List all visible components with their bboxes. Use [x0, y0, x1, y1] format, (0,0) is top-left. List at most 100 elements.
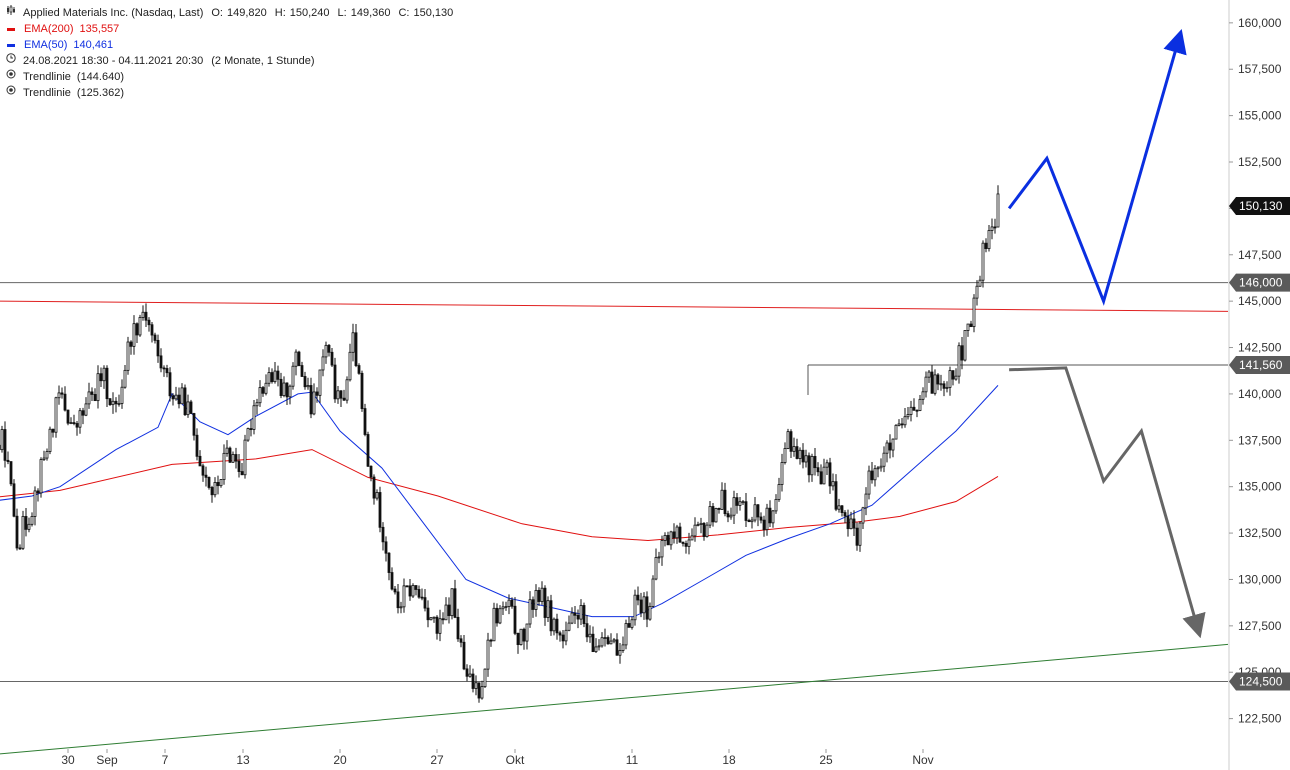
candle: [972, 294, 976, 333]
price-level-tag[interactable]: 141,560: [1229, 355, 1290, 374]
candle: [492, 602, 496, 642]
candle: [639, 592, 643, 618]
candle: [723, 482, 727, 517]
candle: [843, 510, 847, 524]
candle-body: [93, 394, 97, 402]
candle: [459, 635, 463, 648]
price-level-tag[interactable]: 146,000: [1229, 273, 1290, 292]
candle: [891, 438, 895, 458]
candle: [303, 371, 307, 390]
candle-body: [366, 434, 370, 467]
candle-body: [360, 372, 364, 409]
chart-type-icon[interactable]: [6, 5, 16, 21]
candle: [495, 603, 499, 627]
candle: [315, 387, 319, 403]
x-tick-label: Nov: [912, 753, 933, 767]
candle-body: [705, 524, 709, 537]
candle: [60, 387, 64, 399]
candle: [24, 507, 28, 537]
candle-body: [717, 508, 721, 510]
candle: [720, 482, 724, 510]
candle-body: [888, 442, 892, 451]
candle-body: [759, 516, 763, 521]
price-axis[interactable]: 122,500125,000127,500130,000132,500135,0…: [1229, 16, 1290, 726]
candle: [462, 635, 466, 671]
legend-trendline-2[interactable]: Trendlinie (125.362): [6, 85, 453, 101]
legend-trendline-1[interactable]: Trendlinie (144.640): [6, 69, 453, 85]
candle: [297, 350, 301, 367]
candle-body: [915, 409, 919, 412]
candle-body: [387, 552, 391, 573]
candle-body: [192, 413, 196, 436]
candle: [237, 453, 241, 478]
candle: [228, 446, 232, 463]
candle: [456, 608, 460, 642]
candle: [987, 224, 991, 252]
candle: [615, 633, 619, 656]
candle-body: [777, 484, 781, 500]
x-tick-label: 30: [61, 753, 75, 767]
candle: [84, 397, 88, 417]
candle-body: [861, 507, 865, 524]
candle: [642, 592, 646, 620]
candle: [606, 635, 610, 645]
candle-body: [333, 364, 337, 400]
ema50-label: EMA(50): [24, 39, 68, 51]
candle: [360, 370, 364, 412]
candle: [846, 509, 850, 537]
candle: [894, 424, 898, 440]
y-tick-label: 127,500: [1238, 619, 1282, 633]
candle-body: [258, 387, 262, 404]
candle: [441, 612, 445, 625]
candle: [762, 515, 766, 537]
candle-body: [315, 391, 319, 396]
candle: [474, 675, 478, 696]
candle-body: [42, 457, 46, 460]
price-tag-label: 141,560: [1239, 358, 1283, 372]
candle: [765, 503, 769, 536]
candle: [477, 682, 481, 703]
candle: [801, 443, 805, 469]
candle-body: [795, 446, 799, 459]
candle-body: [681, 541, 685, 544]
candle: [438, 609, 442, 642]
candle-body: [249, 428, 253, 430]
trendlines[interactable]: [0, 300, 1229, 755]
y-tick-label: 137,500: [1238, 433, 1282, 447]
candle-body: [264, 382, 268, 394]
candle: [573, 606, 577, 624]
x-tick-label: Sep: [96, 753, 118, 767]
chart-legend: Applied Materials Inc. (Nasdaq, Last) O:…: [6, 5, 453, 101]
candle-body: [18, 547, 22, 550]
candle: [702, 522, 706, 541]
candle-body: [291, 365, 295, 387]
last-price-tag[interactable]: 150,130: [1229, 196, 1290, 215]
candle-body: [921, 391, 925, 400]
time-axis[interactable]: 30 Sep 7 13 20 27 Okt 11 18 25 Nov: [61, 749, 934, 767]
candle: [945, 381, 949, 393]
candle-body: [954, 375, 958, 380]
candle-body: [228, 447, 232, 463]
trendline-resistance[interactable]: [0, 300, 1229, 312]
candle-body: [231, 454, 235, 463]
candle-body: [960, 345, 964, 361]
candle-body: [429, 617, 433, 621]
candle-body: [414, 585, 418, 590]
candle-body: [624, 623, 628, 646]
candle: [93, 388, 97, 402]
candle-body: [435, 616, 439, 634]
trendline-support[interactable]: [0, 643, 1229, 755]
candle: [102, 365, 106, 389]
candle-body: [690, 535, 694, 541]
x-tick-label: 11: [626, 753, 639, 767]
candle: [603, 628, 607, 647]
candle-body: [657, 556, 661, 559]
legend-ema50[interactable]: EMA(50) 140,461: [6, 37, 453, 53]
candle-body: [204, 474, 208, 478]
candle: [423, 589, 427, 612]
legend-ema200[interactable]: EMA(200) 135,557: [6, 21, 453, 37]
candle: [369, 465, 373, 482]
price-level-tag[interactable]: 124,500: [1229, 672, 1290, 691]
candle: [9, 461, 13, 487]
